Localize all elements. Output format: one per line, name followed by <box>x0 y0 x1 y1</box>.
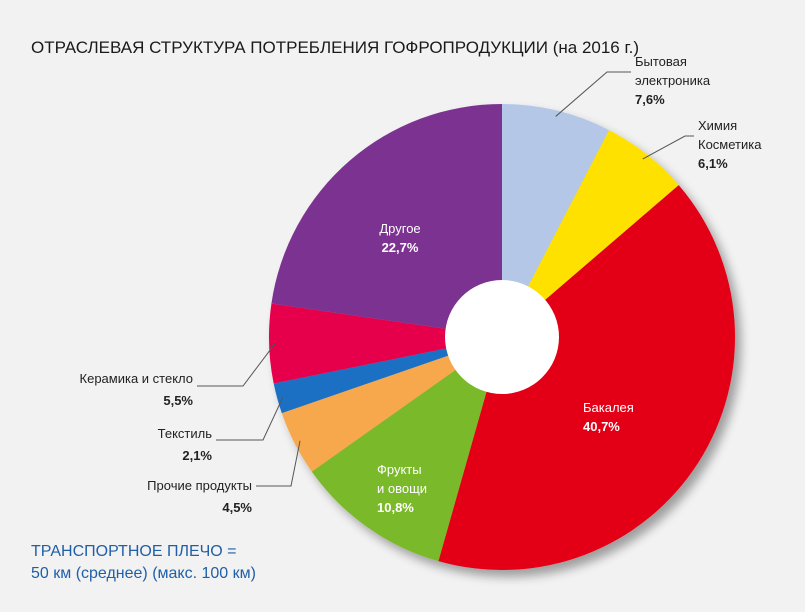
slice-label-0-line-1: электроника <box>635 73 711 88</box>
slice-0 <box>502 104 610 337</box>
donut-hole <box>445 280 559 394</box>
slice-labels: Бытовая электроника 7,6% Химия Косметика 6,1%… <box>80 54 763 515</box>
leader-line-4 <box>256 440 301 487</box>
slice-value-3: 10,8% <box>377 500 414 515</box>
slice-label-7-line-0: Другое <box>379 221 420 236</box>
slice-value-0: 7,6% <box>635 92 665 107</box>
slice-label-3-line-1: и овощи <box>377 481 427 496</box>
slice-label-1-line-1: Косметика <box>698 137 762 152</box>
chart-title: ОТРАСЛЕВАЯ СТРУКТУРА ПОТРЕБЛЕНИЯ ГОФРОПР… <box>31 38 639 57</box>
slice-2 <box>438 185 735 570</box>
slice-label-5-line-0: Текстиль <box>158 426 213 441</box>
transport-note-line2: 50 км (среднее) (макс. 100 км) <box>31 565 256 582</box>
slice-7 <box>271 104 502 337</box>
slice-label-3-line-0: Фрукты <box>377 462 422 477</box>
slice-value-2: 40,7% <box>583 419 620 434</box>
slice-value-1: 6,1% <box>698 156 728 171</box>
slice-label-0-line-0: Бытовая <box>635 54 687 69</box>
leader-line-6 <box>197 343 276 387</box>
slice-5 <box>273 337 502 414</box>
donut-slices <box>269 104 735 570</box>
slice-value-5: 2,1% <box>182 448 212 463</box>
leader-line-5 <box>216 396 284 441</box>
slice-6 <box>269 303 502 384</box>
slice-label-2-line-0: Бакалея <box>583 400 634 415</box>
slice-label-1-line-0: Химия <box>698 118 737 133</box>
slice-value-4: 4,5% <box>222 500 252 515</box>
slice-value-7: 22,7% <box>382 240 419 255</box>
slice-value-6: 5,5% <box>163 393 193 408</box>
slice-label-4-line-0: Прочие продукты <box>147 478 252 493</box>
leader-line-0 <box>555 71 631 117</box>
slice-4 <box>281 337 502 472</box>
slice-3 <box>311 337 502 562</box>
slice-label-6-line-0: Керамика и стекло <box>80 371 193 386</box>
transport-note-line1: ТРАНСПОРТНОЕ ПЛЕЧО = <box>31 543 237 560</box>
leader-line-1 <box>642 135 694 160</box>
slice-1 <box>502 130 679 337</box>
